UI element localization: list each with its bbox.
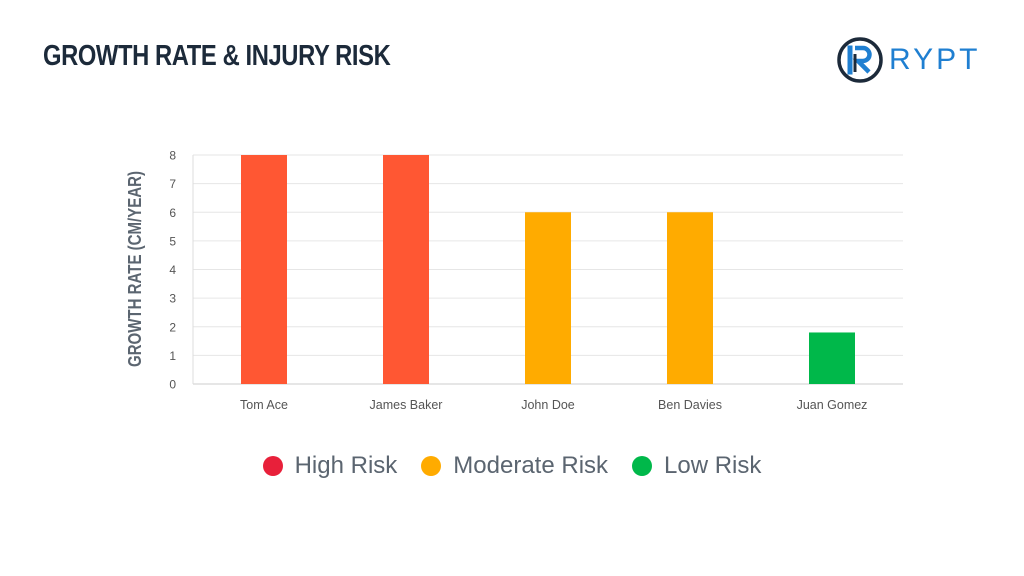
chart-legend: High Risk Moderate Risk Low Risk (0, 452, 1024, 480)
y-tick-label: 8 (169, 149, 176, 163)
legend-dot-icon (262, 456, 283, 476)
rypt-logo-icon (837, 37, 883, 83)
y-tick-label: 2 (169, 320, 176, 334)
y-tick-label: 5 (169, 234, 176, 248)
legend-dot-icon (632, 456, 653, 476)
bar (383, 155, 429, 384)
bar (241, 155, 287, 384)
x-tick-label: Tom Ace (240, 398, 288, 412)
bar (667, 212, 713, 384)
legend-label: Low Risk (664, 452, 762, 479)
legend-dot-icon (421, 456, 442, 476)
x-tick-label: Ben Davies (658, 398, 722, 412)
page-title: GROWTH RATE & INJURY RISK (43, 40, 391, 72)
legend-item: High Risk (262, 452, 398, 480)
logo-text: RYPT (889, 43, 981, 76)
rypt-logo: RYPT (836, 36, 980, 84)
tick-labels: 0 1 2 3 4 5 6 7 8 Tom Ace James Baker John Doe Ben D… (169, 149, 867, 413)
y-tick-label: 0 (169, 378, 176, 392)
bar (525, 212, 571, 384)
y-tick-label: 6 (169, 206, 176, 220)
legend-label: Moderate Risk (453, 452, 609, 479)
y-tick-label: 7 (169, 177, 176, 191)
legend-item: Low Risk (632, 452, 761, 480)
y-tick-label: 3 (169, 292, 176, 306)
bars (241, 155, 855, 384)
y-axis-label: GROWTH RATE (CM/YEAR) (125, 171, 145, 367)
legend-item: Moderate Risk (421, 452, 608, 480)
x-tick-label: Juan Gomez (797, 398, 868, 412)
bar (809, 332, 855, 384)
legend-label: High Risk (294, 452, 398, 479)
x-tick-label: John Doe (521, 398, 575, 412)
y-tick-label: 4 (169, 263, 176, 277)
x-tick-label: James Baker (370, 398, 443, 412)
y-tick-label: 1 (169, 349, 176, 363)
